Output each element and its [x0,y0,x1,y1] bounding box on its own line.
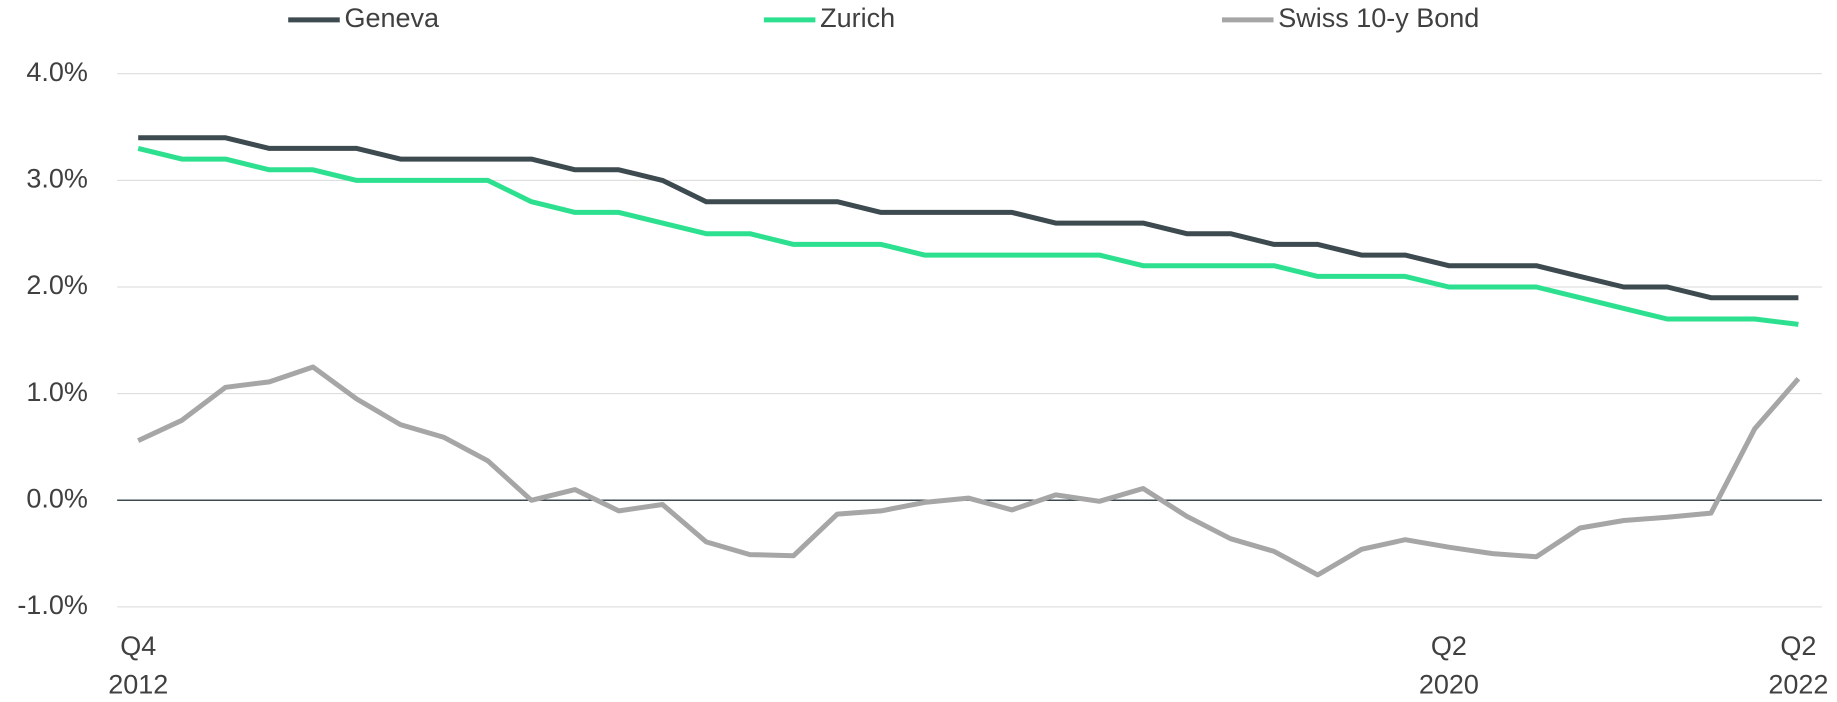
legend-label: Geneva [344,3,440,33]
x-tick-label: 2020 [1419,670,1479,700]
y-tick-label: 4.0% [26,57,88,87]
legend-label: Swiss 10-y Bond [1278,3,1479,33]
y-tick-label: 3.0% [26,164,88,194]
line-series [138,135,1799,301]
line-series [137,145,1799,327]
x-tick-label: Q2 [1431,631,1467,661]
y-tick-label: 0.0% [26,483,88,513]
x-tick-label: Q2 [1780,631,1816,661]
y-tick-label: 1.0% [26,377,88,407]
x-tick-label: 2022 [1768,670,1828,700]
y-tick-label: 2.0% [26,270,88,300]
y-tick-label: -1.0% [17,590,88,620]
x-tick-label: Q4 [120,631,156,661]
x-tick-label: 2012 [108,670,168,700]
legend-label: Zurich [820,3,895,33]
line-series [137,364,1801,578]
